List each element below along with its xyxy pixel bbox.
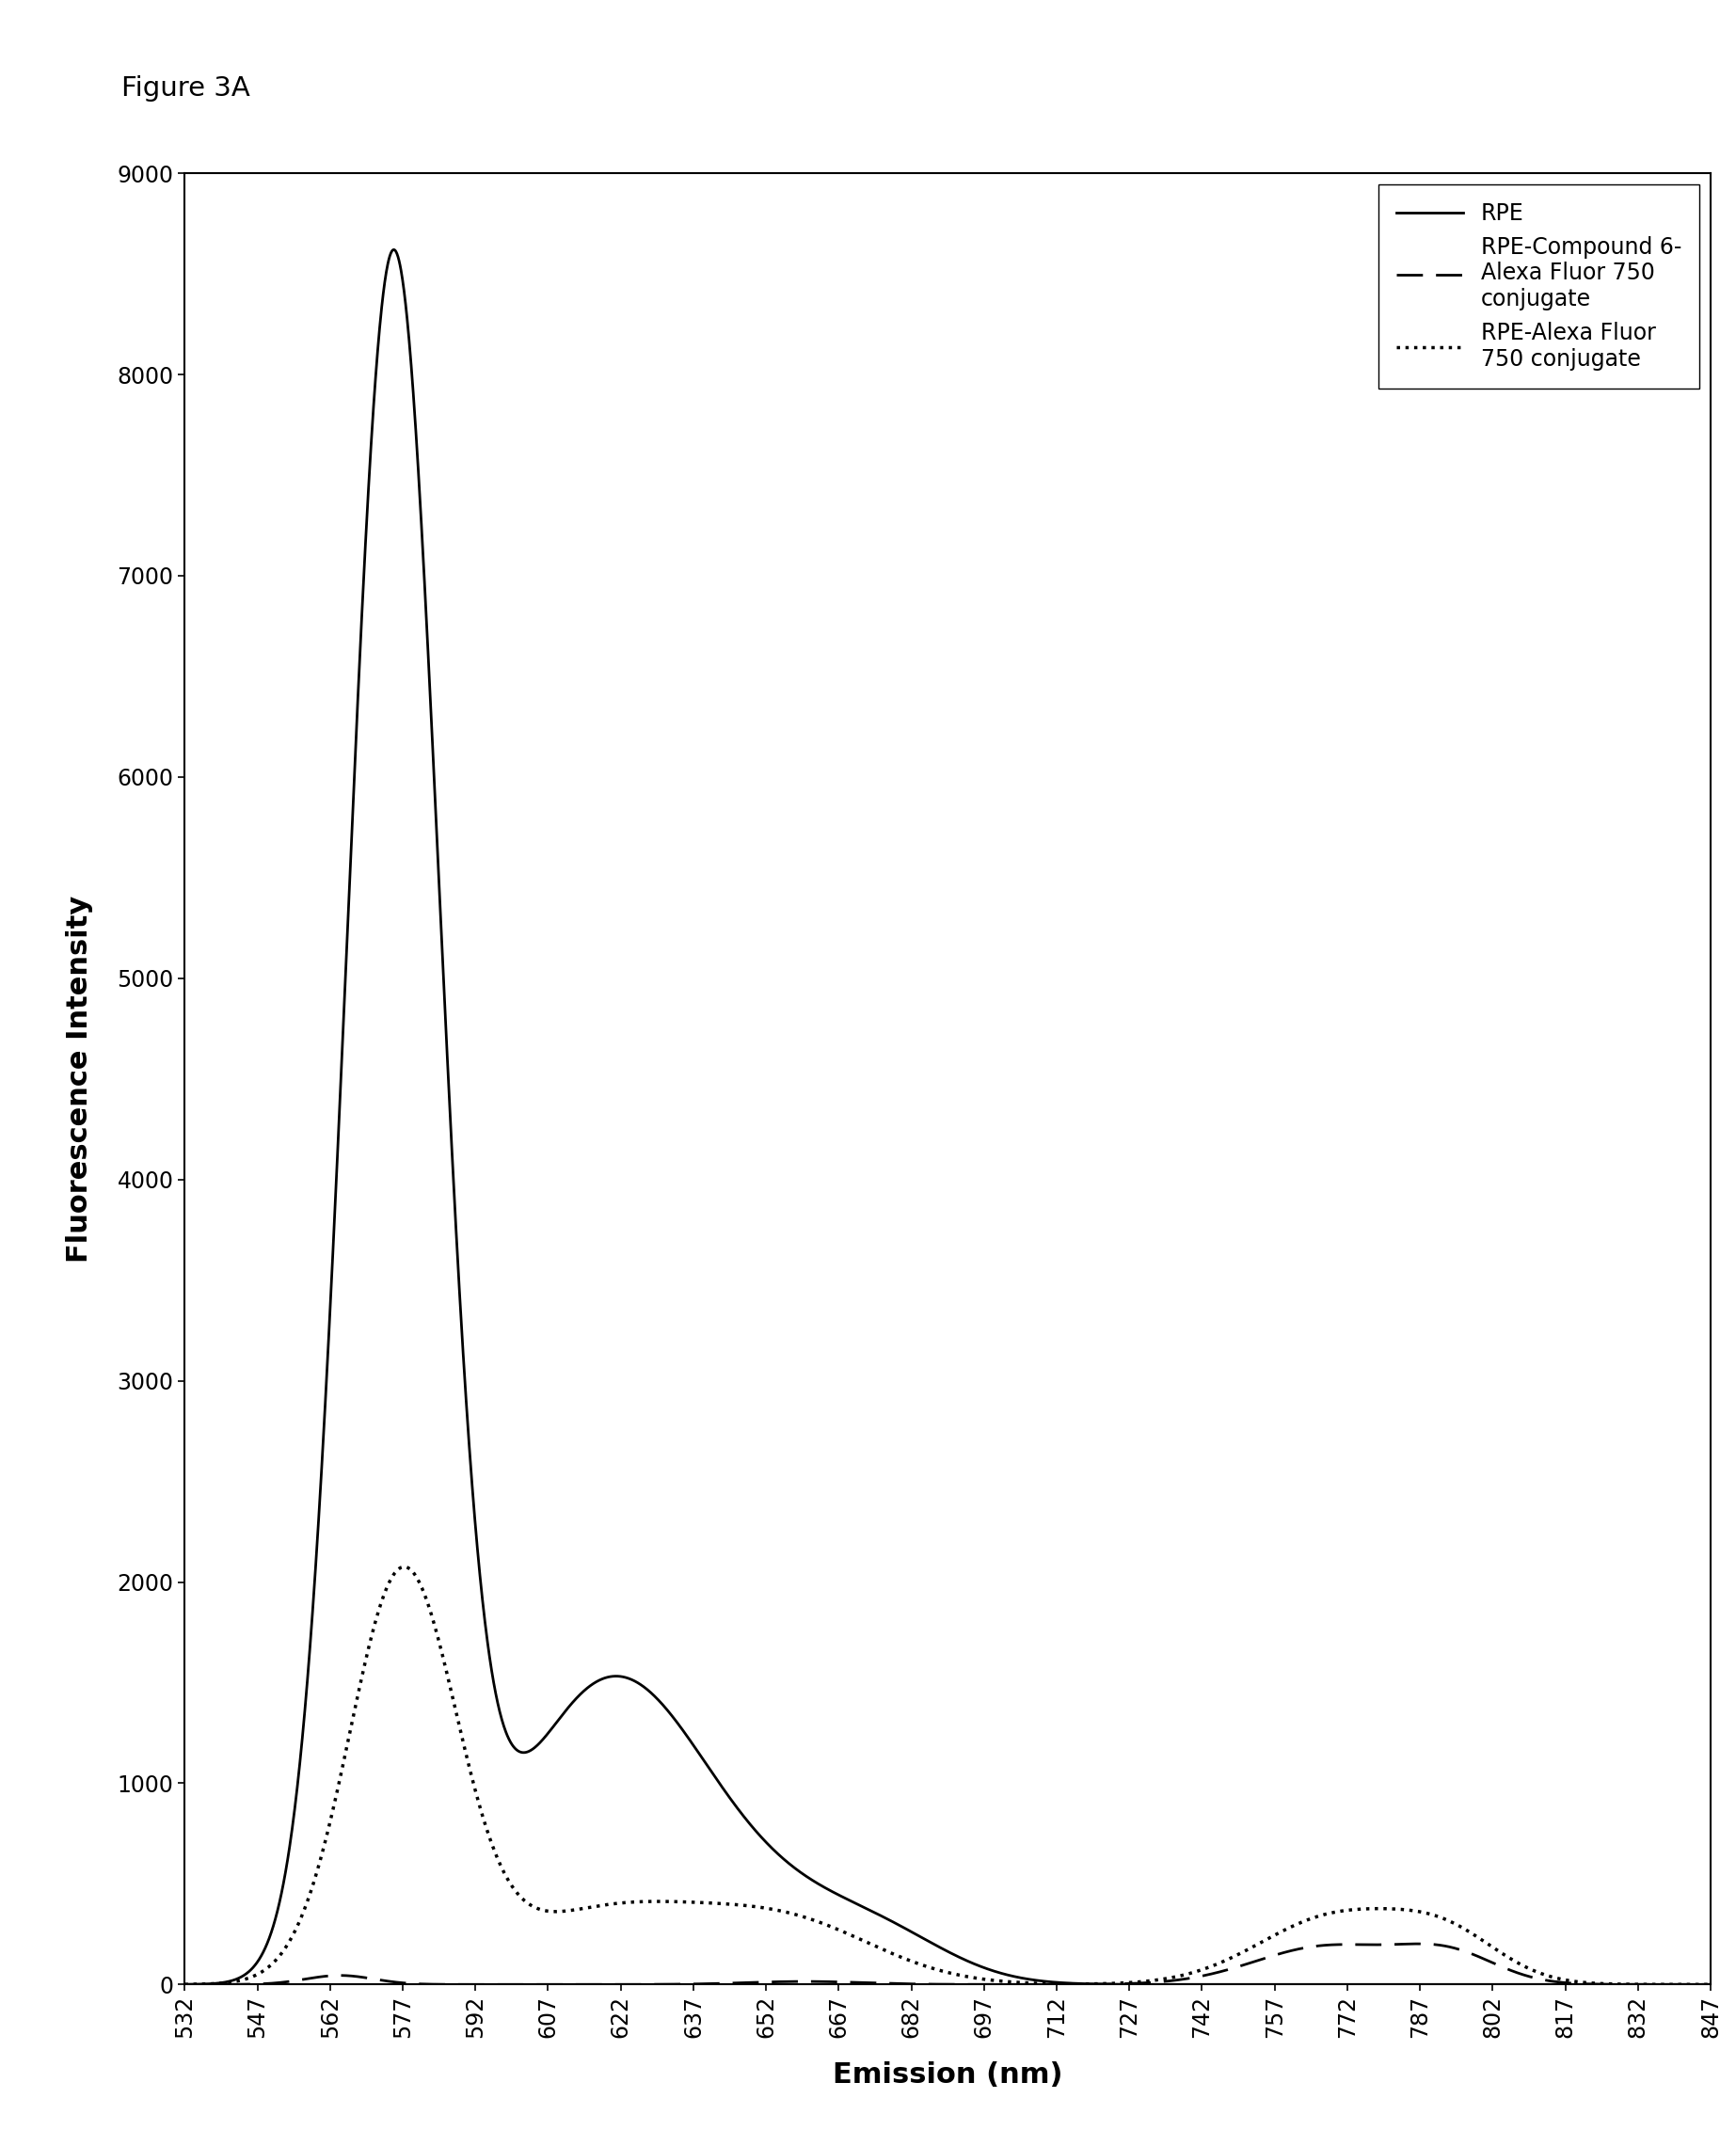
RPE-Alexa Fluor
750 conjugate [760, 1897, 781, 1923]
Legend: RPE, RPE-Compound 6-
Alexa Fluor 750
conjugate, RPE-Alexa Fluor
750 conjugate: RPE, RPE-Compound 6- Alexa Fluor 750 con… [1378, 185, 1700, 388]
Line: RPE: RPE [184, 249, 1710, 1985]
RPE-Compound 6-
Alexa Fluor 750
conjugate [1700, 1972, 1720, 1998]
RPE [1507, 1972, 1528, 1998]
RPE-Compound 6-
Alexa Fluor 750
conjugate [349, 1964, 370, 1989]
RPE-Compound 6-
Alexa Fluor 750
conjugate [1408, 1931, 1429, 1957]
Text: Figure 3A: Figure 3A [122, 75, 250, 101]
RPE-Compound 6-
Alexa Fluor 750
conjugate [1672, 1972, 1693, 1998]
RPE-Compound 6-
Alexa Fluor 750
conjugate [1507, 1959, 1528, 1985]
RPE-Compound 6-
Alexa Fluor 750
conjugate [826, 1970, 847, 1996]
RPE [1700, 1972, 1720, 1998]
RPE [174, 1972, 194, 1998]
RPE-Alexa Fluor
750 conjugate [1700, 1972, 1720, 1998]
RPE-Compound 6-
Alexa Fluor 750
conjugate [439, 1972, 460, 1998]
RPE [384, 236, 404, 262]
RPE-Compound 6-
Alexa Fluor 750
conjugate [507, 1972, 528, 1998]
RPE [826, 1882, 847, 1908]
RPE-Alexa Fluor
750 conjugate [1670, 1972, 1691, 1998]
RPE [439, 1097, 460, 1122]
RPE [1670, 1972, 1691, 1998]
RPE-Alexa Fluor
750 conjugate [439, 1674, 460, 1700]
RPE-Compound 6-
Alexa Fluor 750
conjugate [760, 1970, 781, 1996]
RPE-Alexa Fluor
750 conjugate [349, 1678, 370, 1704]
RPE [349, 665, 370, 691]
X-axis label: Emission (nm): Emission (nm) [833, 2062, 1062, 2088]
RPE-Alexa Fluor
750 conjugate [826, 1916, 847, 1942]
RPE-Alexa Fluor
750 conjugate [394, 1554, 415, 1579]
RPE [760, 1835, 781, 1861]
RPE-Alexa Fluor
750 conjugate [174, 1972, 194, 1998]
Line: RPE-Compound 6-
Alexa Fluor 750
conjugate: RPE-Compound 6- Alexa Fluor 750 conjugat… [184, 1944, 1710, 1985]
RPE-Compound 6-
Alexa Fluor 750
conjugate [174, 1972, 194, 1998]
Y-axis label: Fluorescence Intensity: Fluorescence Intensity [66, 895, 94, 1262]
Line: RPE-Alexa Fluor
750 conjugate: RPE-Alexa Fluor 750 conjugate [184, 1567, 1710, 1985]
RPE-Alexa Fluor
750 conjugate [1507, 1949, 1528, 1974]
